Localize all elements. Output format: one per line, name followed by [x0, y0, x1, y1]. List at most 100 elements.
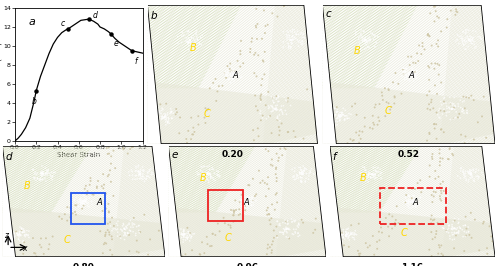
Point [164, 113, 172, 117]
Point [126, 147, 134, 151]
Point [369, 166, 377, 170]
Point [391, 224, 399, 228]
Point [408, 187, 416, 191]
Point [461, 106, 469, 110]
Point [178, 254, 186, 258]
Point [470, 179, 478, 183]
Point [162, 115, 170, 119]
Point [357, 33, 365, 38]
Point [166, 251, 174, 256]
Point [336, 115, 344, 119]
Point [10, 235, 18, 239]
Point [446, 117, 454, 122]
Text: $\it{A}$: $\it{A}$ [244, 196, 251, 207]
Point [186, 231, 194, 235]
Point [112, 228, 120, 232]
Point [226, 72, 234, 76]
Point [457, 132, 465, 137]
Point [183, 39, 191, 43]
Point [93, 184, 101, 189]
Point [468, 176, 476, 180]
Point [376, 172, 384, 176]
Point [366, 38, 374, 42]
Point [448, 231, 456, 235]
Point [411, 72, 419, 76]
Point [200, 173, 208, 177]
Point [468, 174, 476, 179]
Point [46, 242, 54, 246]
Point [102, 206, 110, 211]
Point [243, 200, 251, 204]
Point [347, 230, 355, 234]
Point [338, 111, 346, 115]
Point [371, 33, 379, 37]
Point [229, 213, 237, 217]
Point [15, 232, 23, 236]
Point [210, 177, 218, 182]
Point [446, 95, 454, 99]
Point [449, 219, 457, 223]
Point [454, 33, 462, 37]
Point [82, 201, 90, 205]
Point [106, 220, 114, 224]
Point [288, 30, 296, 34]
Point [360, 47, 368, 51]
Point [107, 180, 115, 184]
Point [275, 133, 283, 137]
Point [174, 226, 182, 231]
Point [271, 107, 279, 111]
Point [252, 25, 260, 30]
Point [270, 95, 278, 100]
Point [215, 175, 223, 179]
Point [334, 110, 342, 114]
Point [423, 93, 431, 97]
Point [470, 35, 478, 40]
Point [274, 94, 282, 98]
Point [38, 245, 46, 250]
Point [293, 174, 301, 178]
Point [144, 174, 152, 178]
Point [414, 181, 422, 185]
Point [362, 38, 370, 42]
Point [241, 208, 249, 212]
Point [6, 229, 14, 233]
Point [207, 176, 215, 181]
Point [164, 121, 172, 125]
Point [439, 180, 447, 184]
Point [204, 171, 212, 175]
Point [276, 113, 283, 117]
Point [388, 226, 396, 231]
Point [460, 173, 468, 177]
Point [158, 114, 166, 118]
Point [208, 232, 216, 236]
Point [162, 114, 170, 118]
Point [72, 203, 80, 207]
Point [446, 234, 454, 238]
Point [221, 221, 229, 225]
Point [277, 108, 285, 112]
Point [236, 200, 244, 205]
Point [352, 229, 360, 233]
Point [402, 67, 410, 72]
Point [148, 100, 156, 105]
Point [355, 141, 363, 145]
Point [282, 225, 290, 229]
Point [278, 153, 286, 157]
Point [206, 173, 214, 177]
Point [474, 175, 482, 179]
Point [272, 191, 280, 195]
Point [440, 99, 448, 104]
Point [344, 226, 352, 230]
Point [272, 172, 280, 176]
Point [376, 102, 384, 106]
Point [360, 176, 368, 181]
Point [413, 71, 421, 76]
Point [451, 103, 459, 108]
Point [232, 71, 239, 75]
Point [108, 215, 116, 220]
Point [76, 200, 84, 204]
Point [132, 225, 140, 229]
Point [466, 37, 474, 41]
Point [454, 230, 462, 234]
Point [394, 82, 402, 86]
